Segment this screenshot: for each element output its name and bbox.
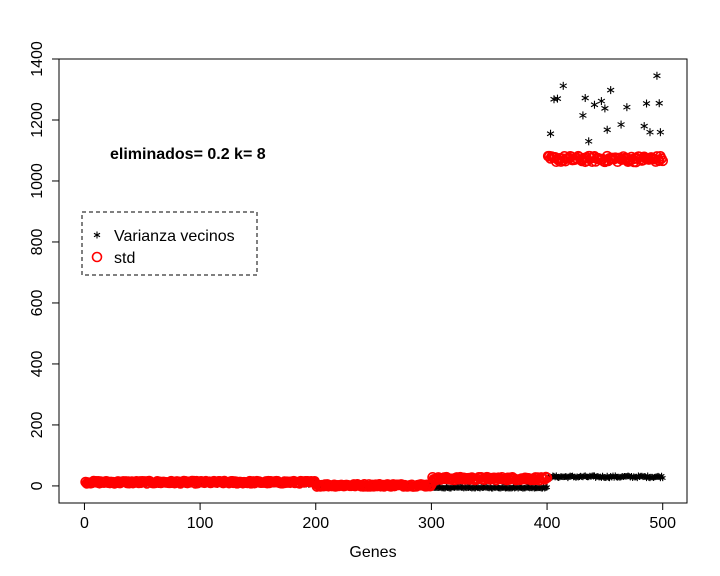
star-point: [546, 129, 555, 138]
legend-label-std: std: [114, 250, 135, 267]
star-point: [559, 81, 567, 90]
star-point: [646, 128, 654, 137]
std-point: [418, 479, 429, 491]
x-tick-label: 400: [534, 515, 561, 532]
annotation-text: eliminados= 0.2 k= 8: [110, 146, 266, 163]
star-point: [597, 97, 606, 106]
star-point: [93, 231, 101, 239]
y-tick-label: 1200: [29, 102, 46, 138]
x-axis: 0 100 200 300 400 500: [80, 502, 676, 532]
y-tick-label: 1000: [29, 163, 46, 199]
star-point: [656, 128, 665, 137]
series-layer: [80, 71, 669, 492]
legend-star-marker: [93, 231, 101, 239]
legend: Varianza vecinos std: [81, 211, 258, 276]
star-point: [553, 94, 562, 103]
series-std: [80, 150, 669, 492]
star-point: [581, 94, 589, 103]
plot-frame: [58, 58, 688, 504]
y-tick-label: 400: [29, 350, 46, 377]
y-tick-label: 800: [29, 229, 46, 256]
x-tick-label: 500: [649, 515, 676, 532]
y-tick-label: 1400: [29, 41, 46, 77]
star-point: [655, 99, 663, 108]
std-point: [653, 155, 665, 167]
star-point: [606, 86, 615, 95]
std-point: [541, 472, 553, 484]
y-tick-label: 0: [29, 481, 46, 490]
series-varianza-vecinos: [82, 71, 666, 492]
y-tick-label: 200: [29, 411, 46, 438]
star-point: [640, 122, 648, 131]
star-point: [601, 104, 609, 113]
star-point: [659, 474, 666, 482]
star-point: [653, 71, 661, 80]
x-axis-title: Genes: [349, 544, 396, 561]
star-point: [579, 111, 587, 120]
std-point: [657, 155, 669, 167]
x-tick-label: 300: [418, 515, 445, 532]
legend-label-varianza: Varianza vecinos: [114, 228, 235, 245]
legend-circle-marker: [91, 251, 103, 263]
star-point: [590, 100, 599, 109]
star-point: [617, 120, 625, 129]
x-tick-label: 0: [80, 515, 89, 532]
star-point: [642, 99, 651, 108]
legend-box: [81, 211, 258, 276]
star-point: [544, 484, 551, 491]
x-tick-label: 200: [302, 515, 329, 532]
y-axis: 0 200 400 600 800 1000 1200 1400: [29, 41, 60, 490]
star-point: [584, 137, 593, 146]
star-point: [603, 125, 611, 134]
y-tick-label: 600: [29, 290, 46, 317]
star-point: [623, 103, 631, 112]
x-tick-label: 100: [187, 515, 214, 532]
